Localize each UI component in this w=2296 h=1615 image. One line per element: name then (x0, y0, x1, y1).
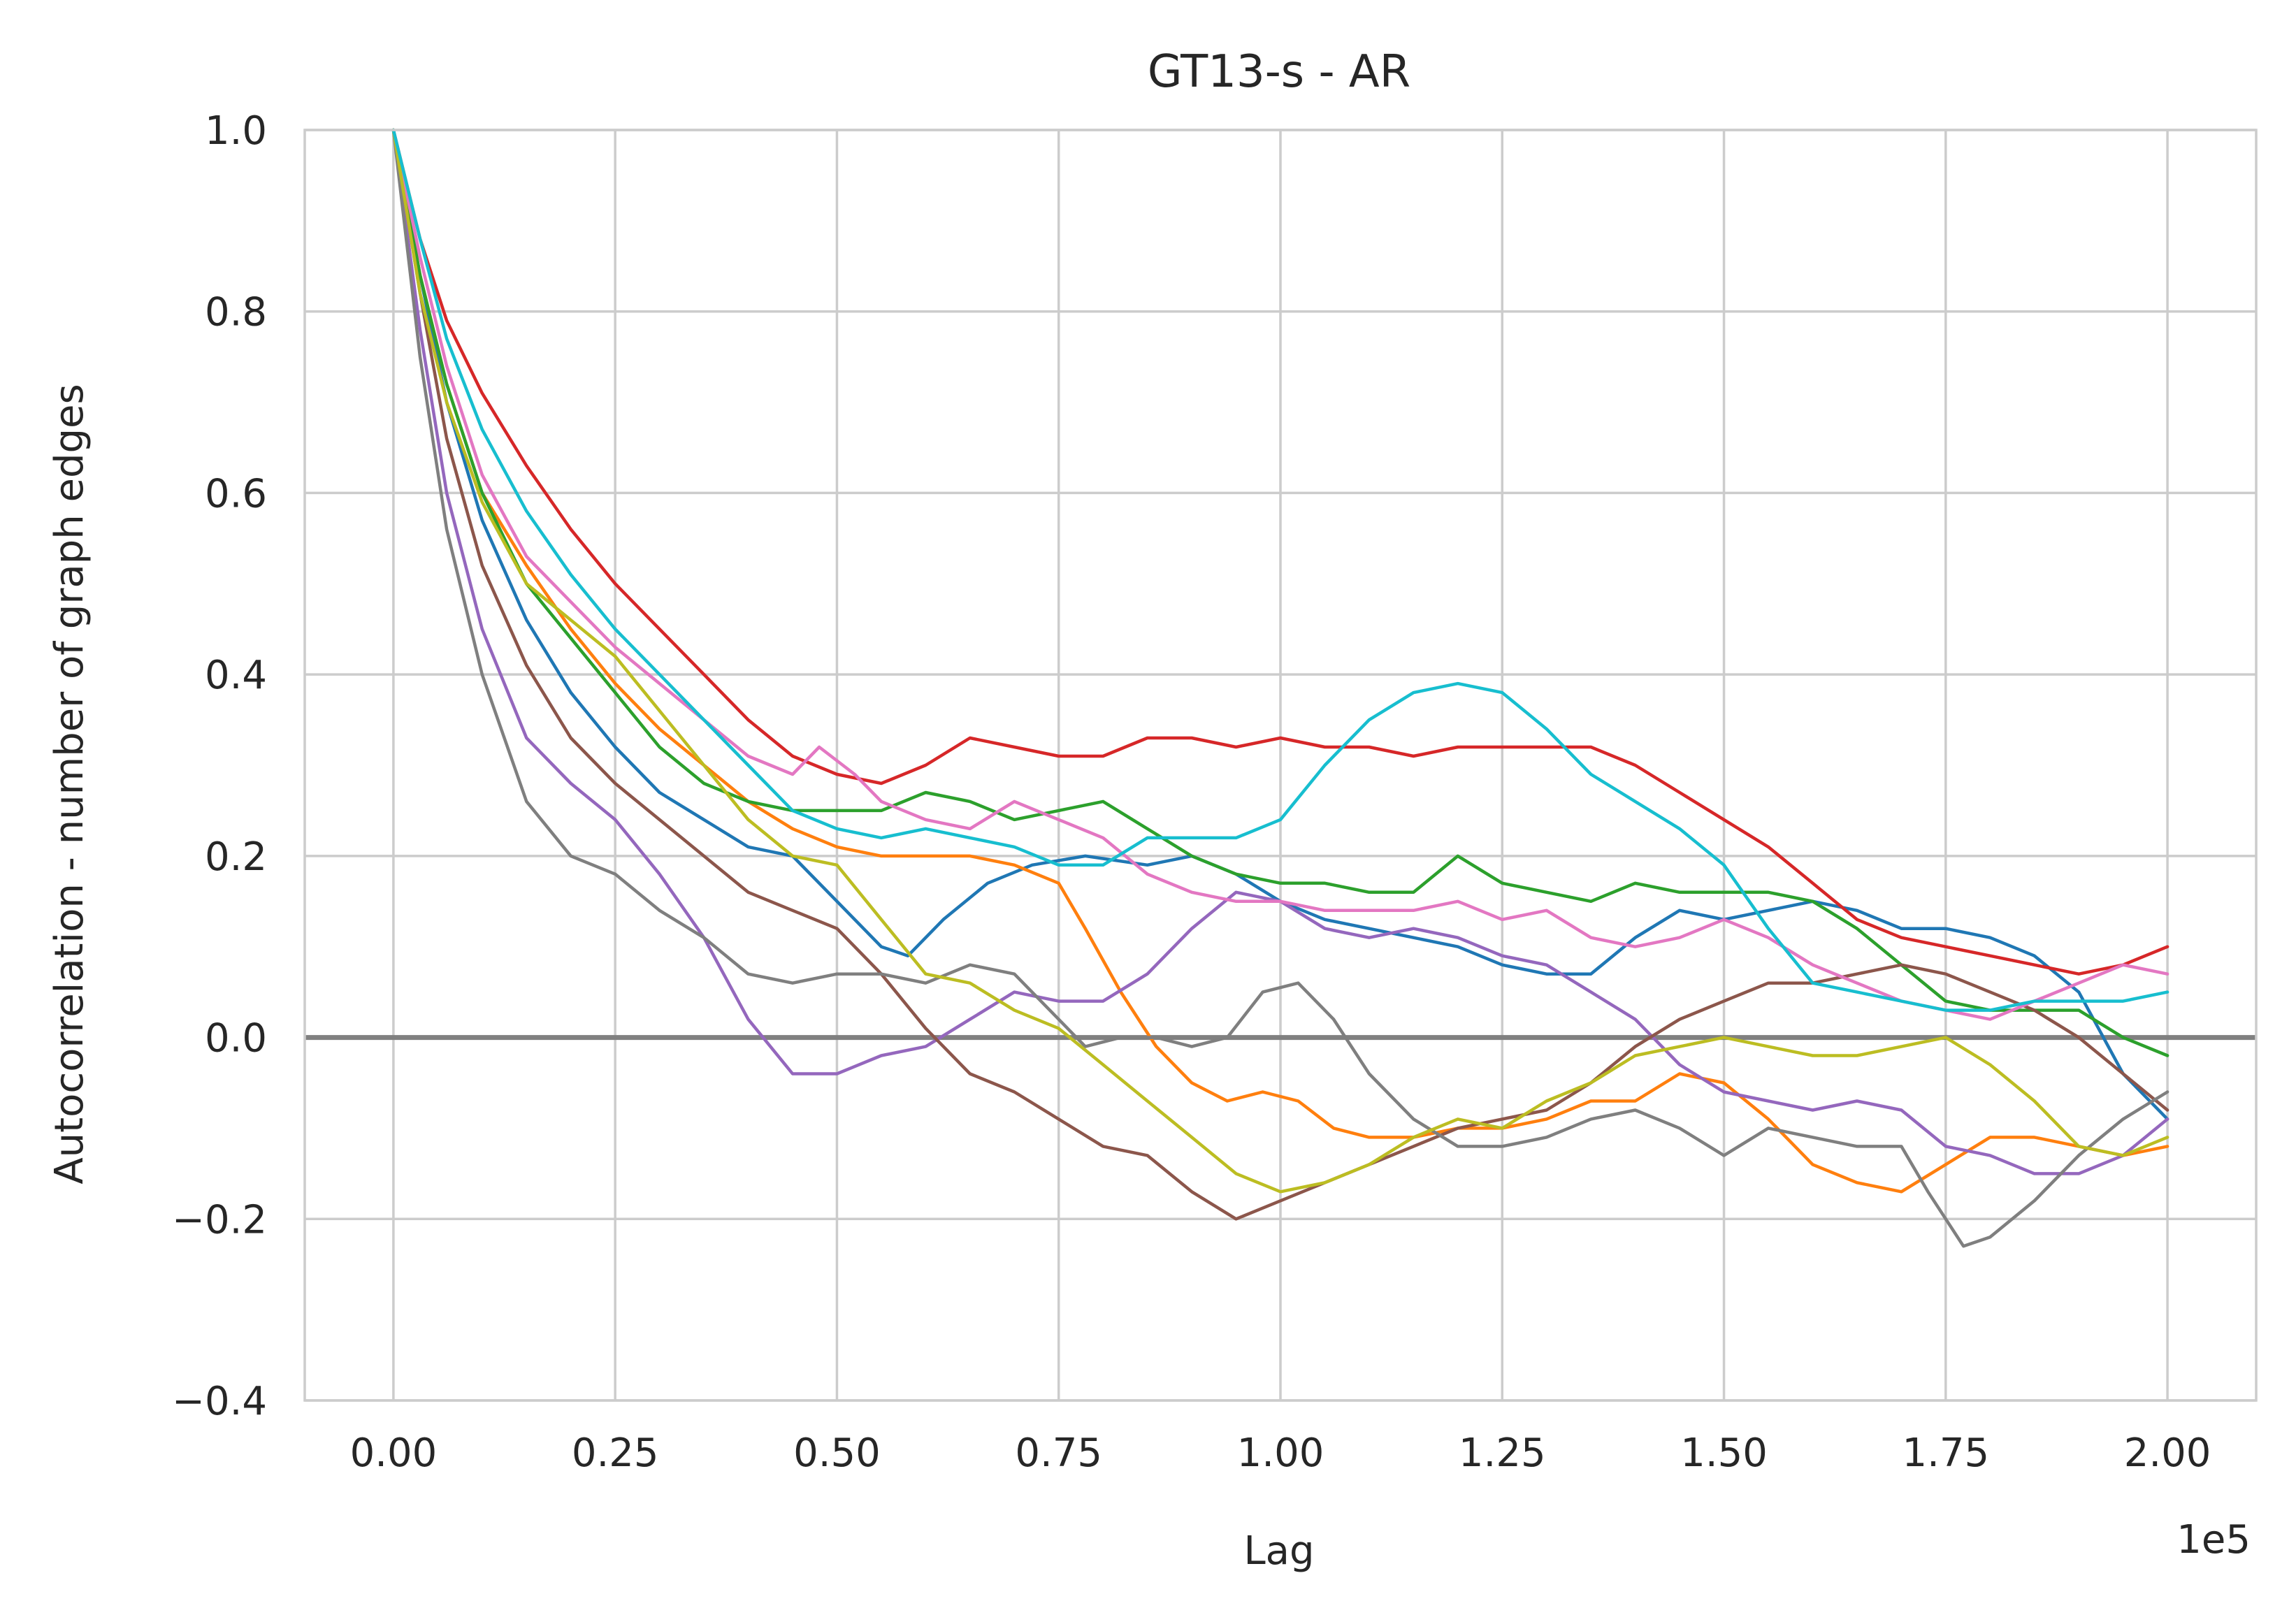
y-tick-label: 0.6 (205, 471, 267, 516)
x-axis-label: Lag (1243, 1528, 1314, 1574)
series-line-4 (391, 128, 2169, 976)
series-line-6 (391, 128, 2169, 1221)
series-line-9 (391, 128, 2169, 1194)
x-tick-label: 0.75 (1015, 1431, 1102, 1476)
axes-frame (303, 129, 2258, 1402)
x-tick-label: 1.00 (1237, 1431, 1324, 1476)
series-line-8 (391, 128, 2169, 1248)
x-tick-label: 1.50 (1680, 1431, 1768, 1476)
x-tick-label: 1.75 (1902, 1431, 1989, 1476)
x-offset-label: 1e5 (2176, 1517, 2251, 1563)
y-tick-labels: −0.4 −0.2 0.0 0.2 0.4 0.6 0.8 1.0 (172, 108, 267, 1424)
x-tick-label: 0.00 (350, 1431, 438, 1476)
y-tick-label: 1.0 (205, 108, 267, 154)
y-tick-label: 0.2 (205, 834, 267, 880)
series-line-10 (391, 128, 2169, 1012)
y-tick-label: 0.4 (205, 653, 267, 698)
x-tick-labels: 0.00 0.25 0.50 0.75 1.00 1.25 1.50 1.75 2.00 (350, 1431, 2211, 1476)
series-line-5 (391, 128, 2169, 1175)
x-tick-label: 2.00 (2124, 1431, 2211, 1476)
series-line-2 (391, 128, 2169, 1194)
x-tick-label: 0.50 (793, 1431, 881, 1476)
x-tick-label: 0.25 (572, 1431, 659, 1476)
series-lines (391, 128, 2169, 1248)
series-line-7 (391, 128, 2169, 1021)
y-tick-label: −0.4 (172, 1379, 267, 1424)
y-tick-label: 0.0 (205, 1016, 267, 1062)
y-axis-label: Autocorrelation - number of graph edges (47, 384, 92, 1184)
series-line-3 (391, 128, 2169, 1057)
chart-title: GT13-s - AR (1148, 46, 1410, 98)
series-line-1 (391, 128, 2169, 1121)
y-tick-label: −0.2 (172, 1197, 267, 1243)
plot-frame (303, 129, 2258, 1402)
x-tick-label: 1.25 (1459, 1431, 1546, 1476)
y-tick-label: 0.8 (205, 290, 267, 335)
